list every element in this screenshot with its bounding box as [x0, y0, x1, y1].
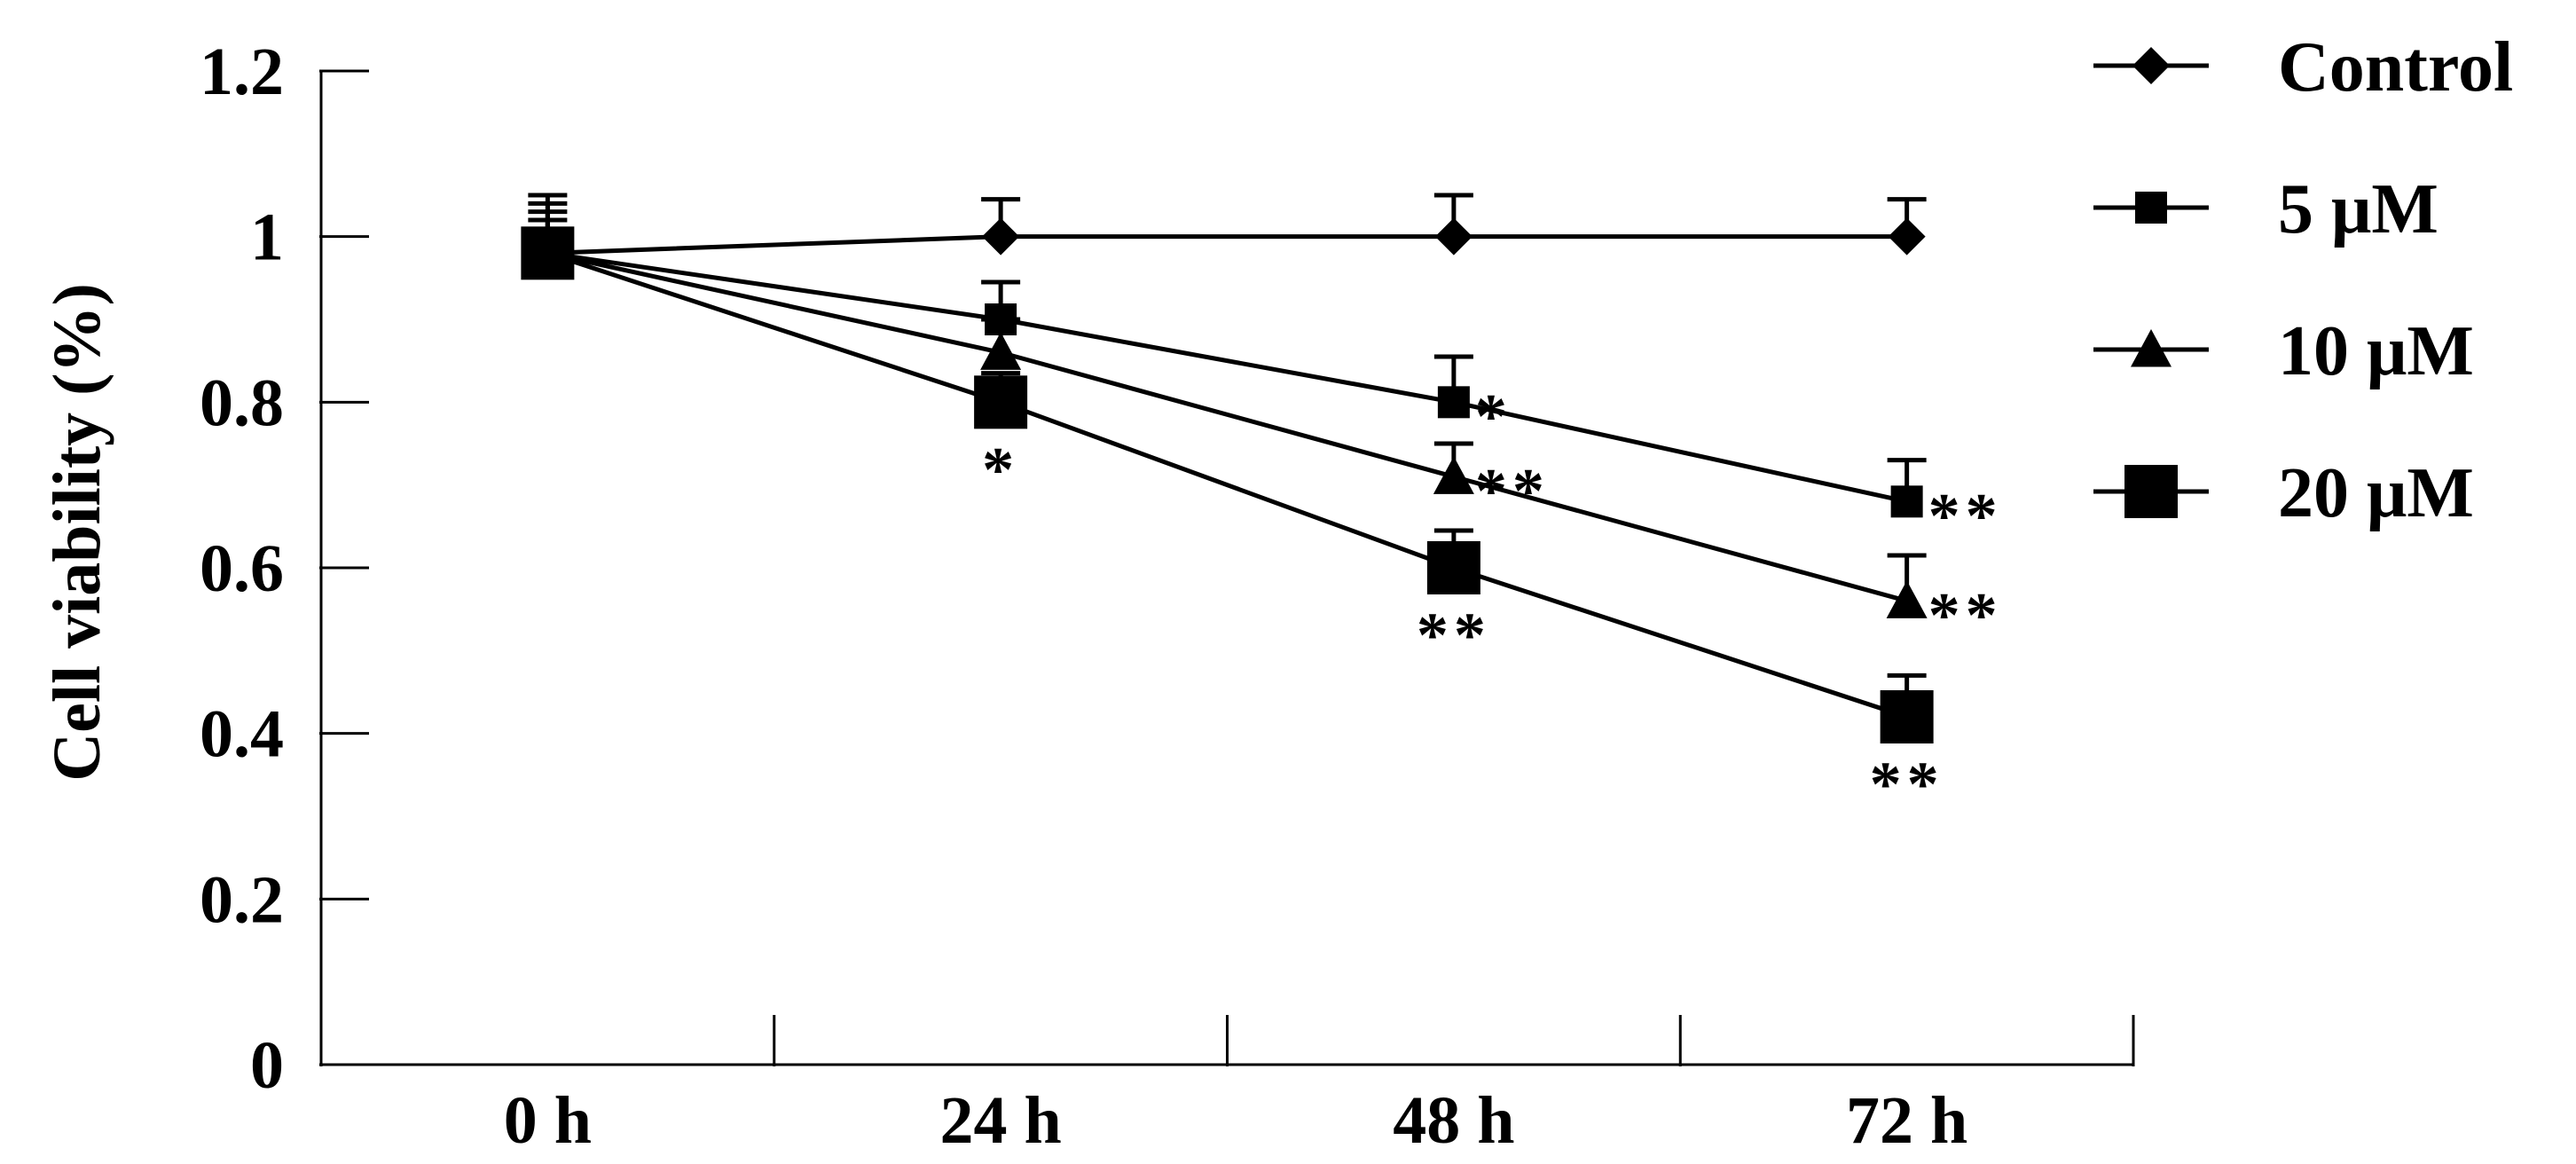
series-line — [546, 250, 1908, 603]
data-point — [1426, 541, 1480, 594]
significance-label: ** — [1870, 749, 1944, 820]
significance-label: ** — [1417, 600, 1491, 671]
y-tick-label: 0 — [250, 1028, 284, 1103]
legend-item-2: 10 μM — [2093, 312, 2474, 390]
series-line — [547, 250, 1908, 504]
data-point — [1437, 386, 1470, 419]
series-0 — [528, 193, 1927, 272]
y-tick-label: 0.6 — [200, 531, 284, 606]
data-point — [1880, 690, 1934, 743]
legend-marker — [2132, 47, 2170, 84]
y-tick-label: 0.2 — [200, 862, 284, 937]
data-point — [1886, 580, 1928, 618]
data-point — [982, 217, 1020, 256]
legend-label: Control — [2278, 28, 2513, 106]
y-tick-label: 0.4 — [200, 697, 284, 772]
x-tick-label: 24 h — [939, 1083, 1061, 1158]
series-2: **** — [527, 209, 2003, 650]
significance-label: ** — [1928, 579, 2003, 650]
legend-item-0: Control — [2093, 28, 2513, 106]
data-point — [974, 375, 1028, 429]
axes — [319, 71, 2133, 1066]
y-tick-label: 0.8 — [200, 366, 284, 440]
data-point — [980, 332, 1022, 370]
data-point — [1888, 217, 1926, 256]
x-axis-ticks: 0 h 24 h 48 h 72 h — [319, 1015, 2135, 1158]
series-line — [546, 250, 1908, 720]
series-3: ***** — [521, 217, 1944, 820]
series-1: *** — [528, 201, 2003, 551]
significance-label: * — [1475, 381, 1512, 452]
legend-label: 20 μM — [2278, 454, 2474, 532]
series-line — [547, 234, 1907, 256]
legend-item-1: 5 μM — [2093, 170, 2439, 248]
legend: Control 5 μM 10 μM 20 μM — [2093, 28, 2513, 532]
series-layer: ************ — [521, 193, 2003, 820]
x-tick-label: 0 h — [504, 1083, 592, 1158]
y-axis-label: Cell viability (%) — [40, 283, 114, 782]
data-point — [1890, 485, 1923, 518]
significance-label: ** — [1475, 455, 1550, 526]
x-tick-label: 72 h — [1846, 1083, 1967, 1158]
legend-label: 10 μM — [2278, 312, 2474, 390]
legend-label: 5 μM — [2278, 170, 2439, 248]
legend-item-3: 20 μM — [2093, 454, 2474, 532]
data-point — [1434, 217, 1473, 256]
y-tick-label: 1 — [250, 201, 284, 275]
y-axis-ticks: 0 0.2 0.4 0.6 0.8 1 1.2 — [200, 35, 369, 1103]
y-tick-label: 1.2 — [200, 35, 284, 109]
data-point — [521, 226, 575, 280]
significance-label: * — [982, 434, 1019, 505]
data-point — [1433, 456, 1474, 494]
legend-marker — [2124, 465, 2178, 518]
legend-marker — [2131, 329, 2172, 367]
x-tick-label: 48 h — [1393, 1083, 1514, 1158]
legend-marker — [2135, 192, 2167, 224]
significance-label: ** — [1928, 480, 2003, 551]
